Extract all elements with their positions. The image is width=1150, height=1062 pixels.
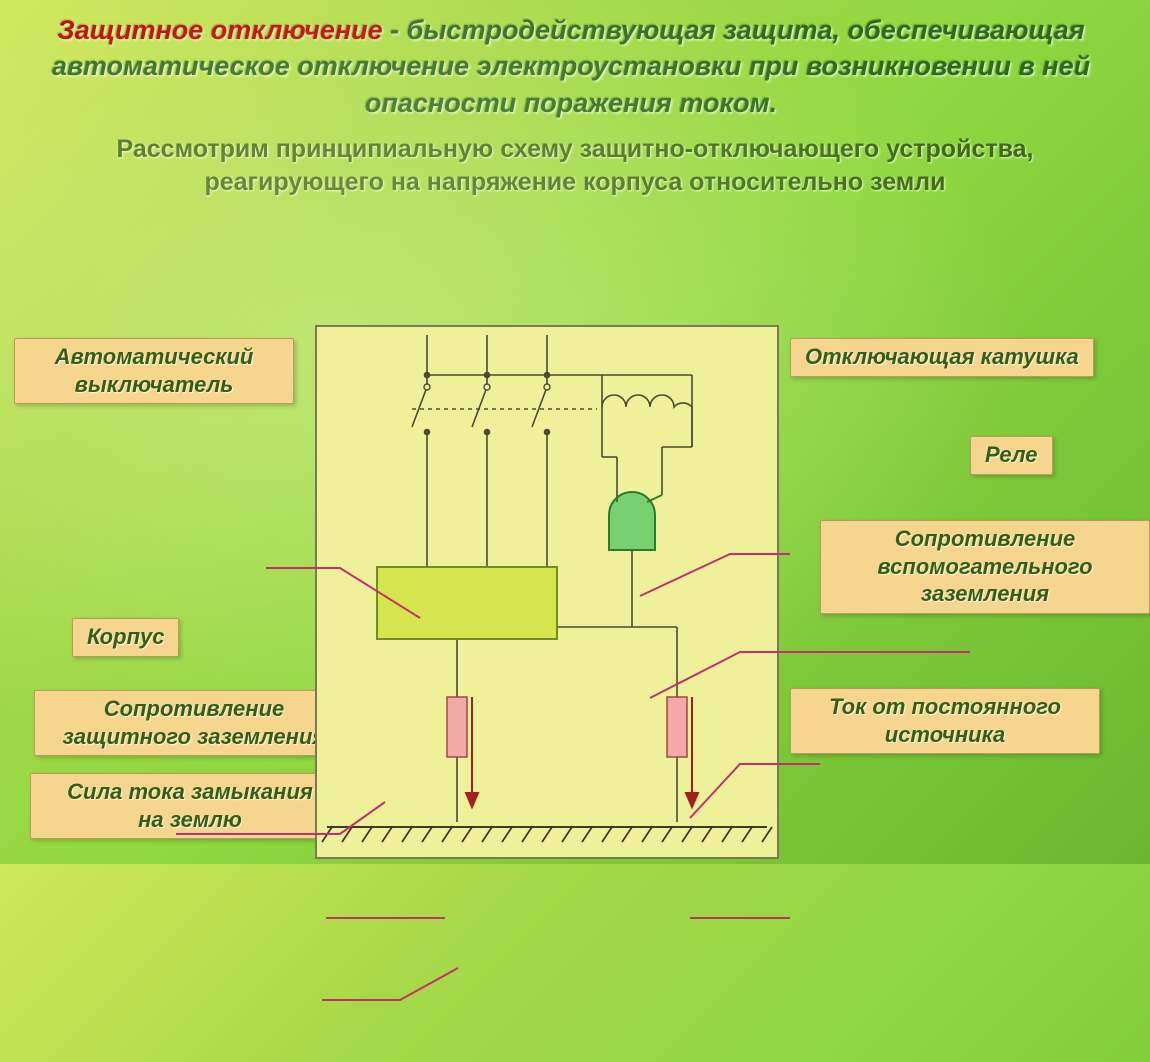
subtitle: Рассмотрим принципиальную схему защитно-… xyxy=(0,129,1150,198)
leader-lines xyxy=(0,198,1150,1062)
title-block: Защитное отключение - быстродействующая … xyxy=(0,0,1150,129)
title-lead: Защитное отключение xyxy=(57,15,382,45)
